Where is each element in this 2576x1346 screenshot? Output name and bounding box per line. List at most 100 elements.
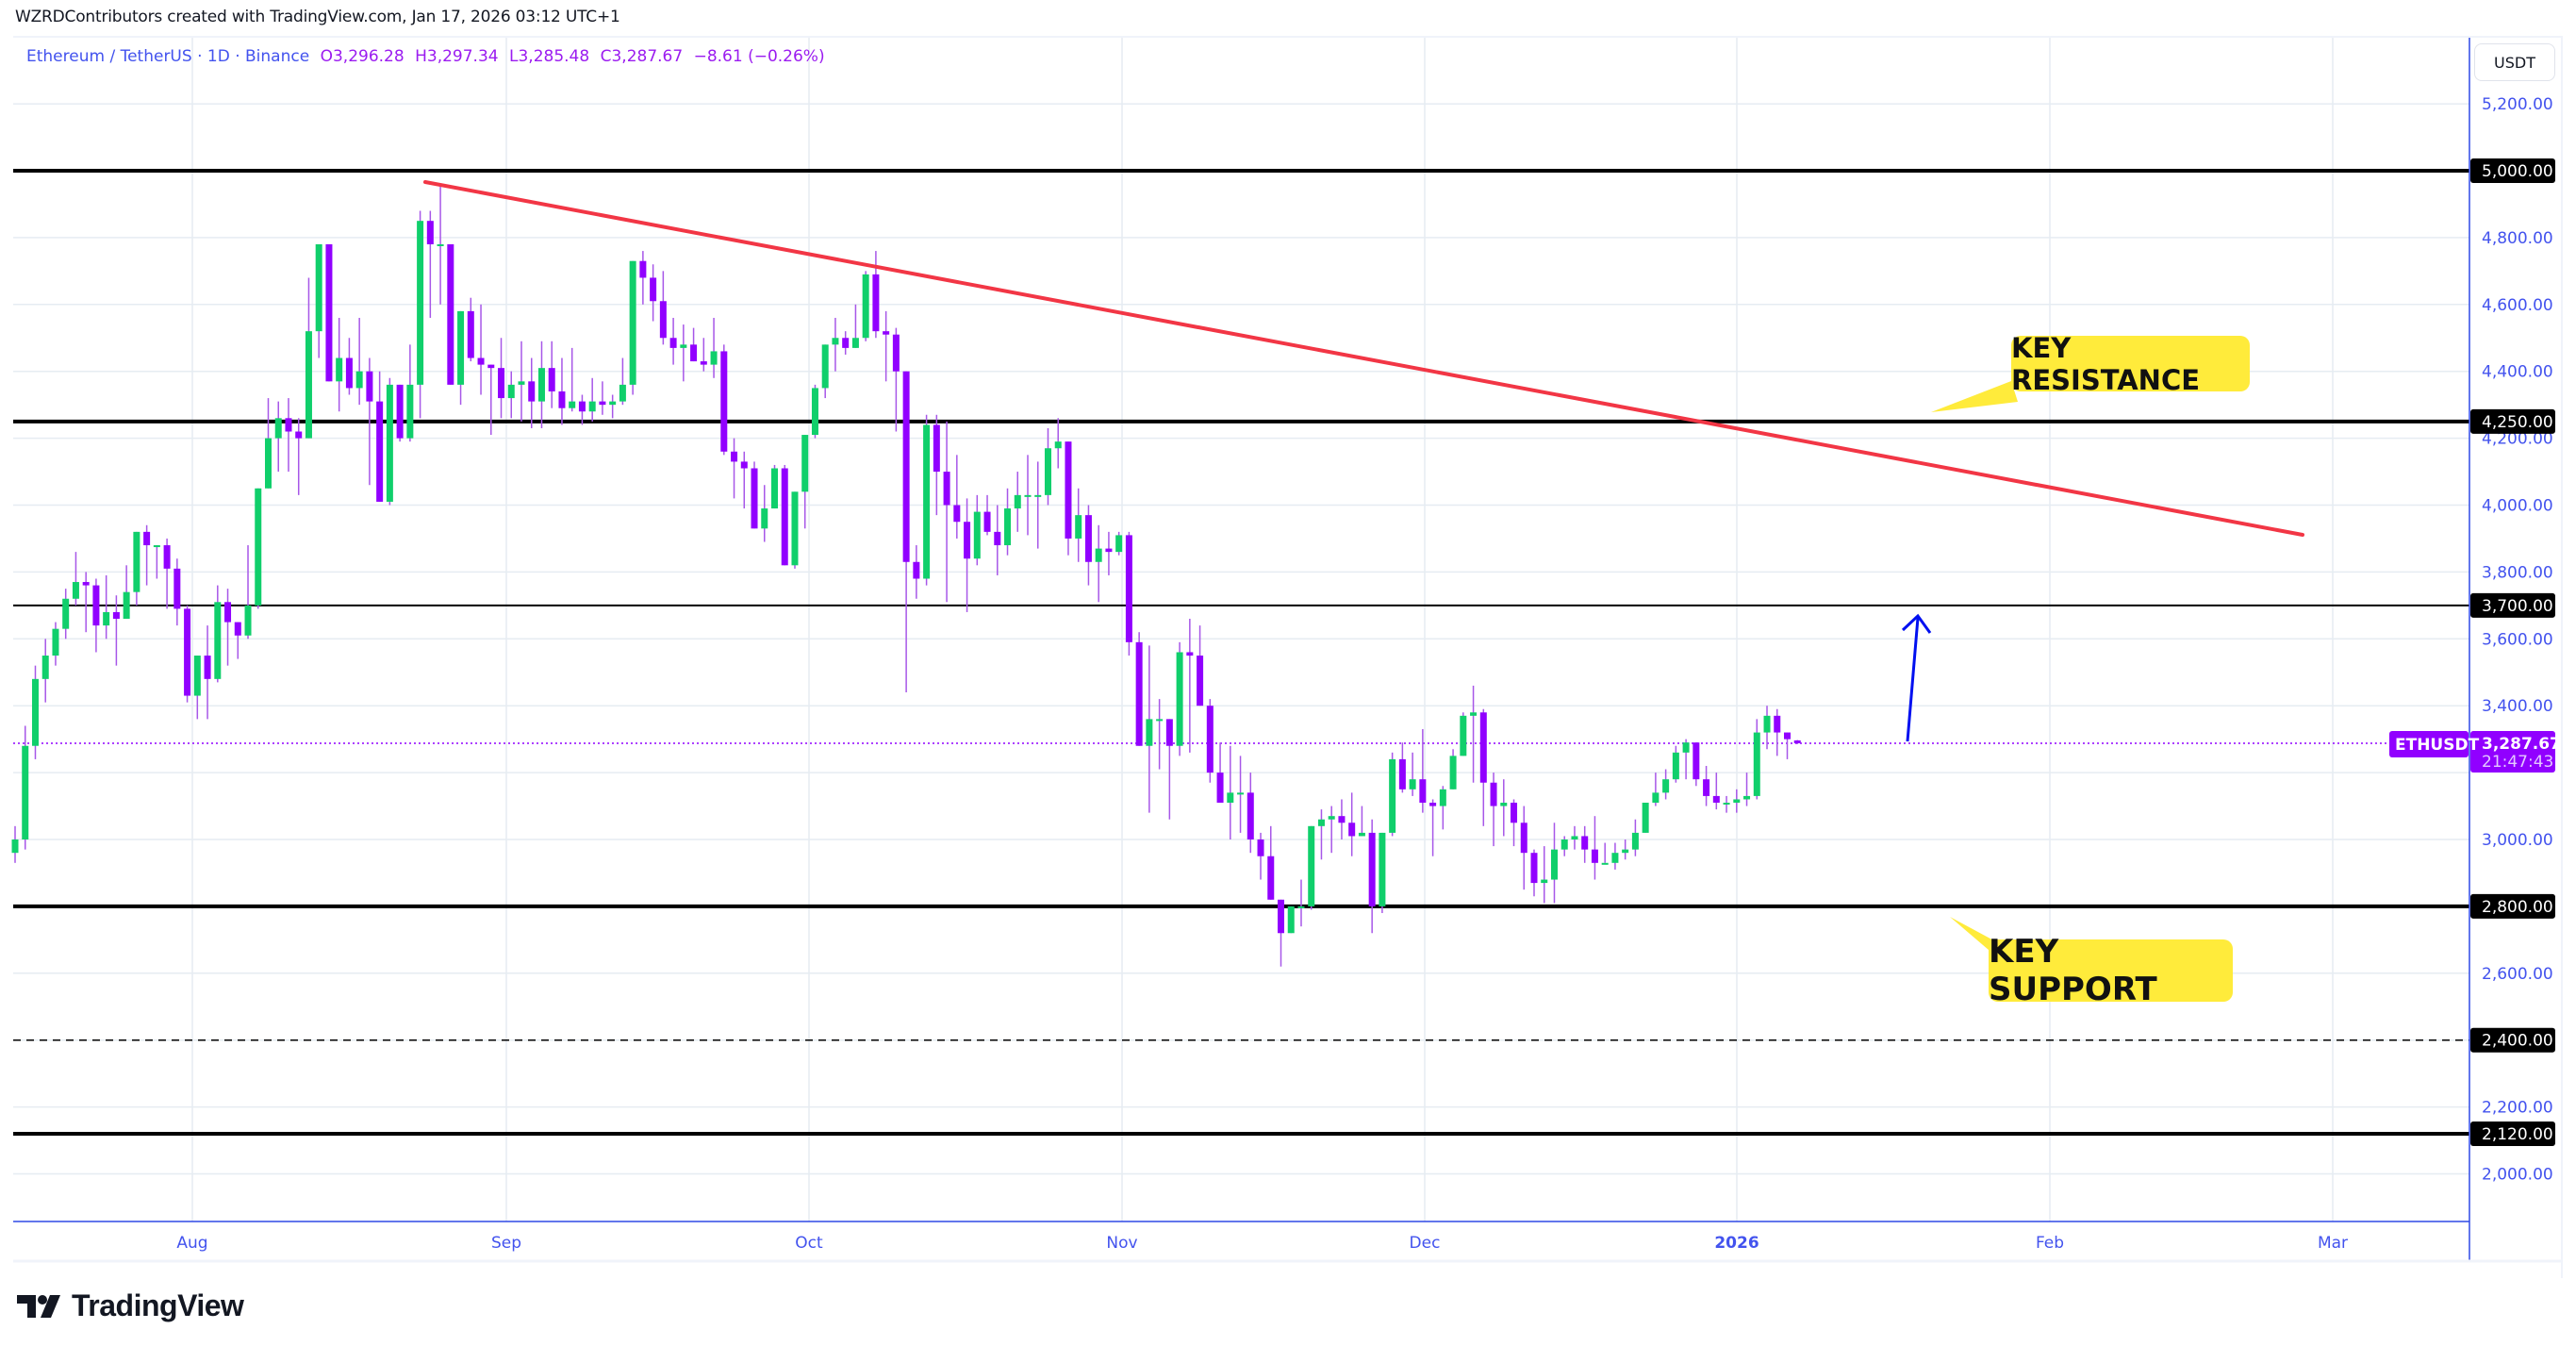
candle-up[interactable] — [1733, 799, 1741, 804]
candle-down[interactable] — [740, 461, 748, 469]
candle-up[interactable] — [11, 839, 19, 854]
candle-up[interactable] — [62, 598, 70, 629]
candle-up[interactable] — [1743, 795, 1751, 800]
candle-up[interactable] — [1642, 803, 1649, 833]
candle-up[interactable] — [153, 545, 160, 548]
candle-down[interactable] — [781, 468, 788, 566]
candle-down[interactable] — [1520, 823, 1527, 854]
candle-down[interactable] — [376, 401, 384, 502]
candle-up[interactable] — [569, 401, 576, 408]
candle-up[interactable] — [1409, 779, 1416, 789]
descending-trendline[interactable] — [423, 180, 2304, 537]
candle-up[interactable] — [1024, 494, 1032, 497]
candle-down[interactable] — [943, 472, 950, 506]
candle-down[interactable] — [1419, 779, 1427, 804]
candle-down[interactable] — [528, 381, 536, 402]
candle-down[interactable] — [295, 431, 303, 439]
candle-up[interactable] — [31, 678, 39, 746]
candle-up[interactable] — [1753, 732, 1760, 796]
legend-interval[interactable]: 1D — [206, 47, 230, 66]
candle-up[interactable] — [214, 602, 222, 679]
candle-up[interactable] — [386, 384, 393, 502]
candle-up[interactable] — [1611, 853, 1619, 863]
candle-up[interactable] — [193, 656, 201, 696]
candle-down[interactable] — [599, 401, 606, 406]
candle-down[interactable] — [1368, 832, 1376, 906]
candle-up[interactable] — [1449, 756, 1457, 789]
candle-down[interactable] — [396, 384, 404, 439]
candle-down[interactable] — [1105, 548, 1113, 553]
candle-down[interactable] — [1206, 706, 1214, 773]
candle-up[interactable] — [537, 368, 545, 402]
candle-down[interactable] — [1530, 853, 1538, 884]
candle-up[interactable] — [123, 591, 130, 620]
candle-up[interactable] — [771, 468, 778, 509]
candle-up[interactable] — [355, 371, 363, 389]
candle-up[interactable] — [52, 628, 59, 656]
candle-down[interactable] — [477, 357, 485, 365]
candle-up[interactable] — [1723, 803, 1730, 806]
symbol-tag[interactable] — [2389, 731, 2469, 758]
candle-up[interactable] — [791, 491, 799, 566]
candle-down[interactable] — [1065, 441, 1072, 539]
candle-up[interactable] — [588, 401, 596, 412]
candle-up[interactable] — [1470, 712, 1478, 716]
candle-down[interactable] — [1703, 779, 1710, 796]
candle-down[interactable] — [173, 568, 181, 609]
candle-down[interactable] — [1267, 856, 1275, 900]
candle-down[interactable] — [913, 561, 920, 579]
price-axis-panel[interactable] — [2469, 38, 2561, 1278]
candle-up[interactable] — [244, 605, 252, 636]
currency-unit-button[interactable]: USDT — [2474, 43, 2555, 81]
candle-up[interactable] — [1571, 836, 1578, 839]
candle-up[interactable] — [1460, 715, 1467, 756]
candle-up[interactable] — [923, 424, 931, 579]
candle-down[interactable] — [285, 418, 292, 432]
candle-up[interactable] — [1560, 839, 1568, 850]
candle-up[interactable] — [133, 531, 140, 592]
candle-down[interactable] — [1398, 758, 1406, 789]
candle-down[interactable] — [578, 401, 586, 412]
candle-up[interactable] — [1682, 742, 1690, 753]
candle-up[interactable] — [507, 384, 515, 399]
candle-up[interactable] — [1328, 816, 1335, 820]
candle-up[interactable] — [336, 357, 343, 382]
candle-down[interactable] — [731, 451, 738, 462]
candle-down[interactable] — [558, 391, 566, 408]
candle-down[interactable] — [82, 582, 90, 586]
key-resistance-callout[interactable]: KEY RESISTANCE — [2011, 332, 2250, 396]
candle-up[interactable] — [1317, 819, 1325, 826]
candle-up[interactable] — [1156, 719, 1164, 722]
candle-down[interactable] — [1429, 803, 1437, 806]
candle-up[interactable] — [1075, 515, 1082, 539]
candle-up[interactable] — [629, 260, 636, 385]
candle-up[interactable] — [1601, 862, 1609, 865]
candle-up[interactable] — [437, 243, 444, 246]
candle-down[interactable] — [1165, 719, 1173, 746]
candle-up[interactable] — [680, 344, 687, 348]
candle-up[interactable] — [832, 338, 839, 345]
candle-up[interactable] — [811, 388, 818, 436]
candle-up[interactable] — [406, 384, 414, 439]
candle-down[interactable] — [345, 357, 353, 389]
candle-down[interactable] — [700, 361, 707, 365]
candle-up[interactable] — [1034, 494, 1042, 497]
candle-up[interactable] — [609, 401, 617, 406]
candle-up[interactable] — [1044, 448, 1051, 495]
candle-down[interactable] — [447, 243, 454, 385]
candle-up[interactable] — [619, 384, 626, 402]
candle-down[interactable] — [994, 531, 1001, 546]
candle-down[interactable] — [1490, 782, 1497, 806]
candle-up[interactable] — [761, 508, 768, 529]
candle-down[interactable] — [751, 468, 758, 529]
candle-down[interactable] — [112, 611, 120, 620]
candle-up[interactable] — [1014, 494, 1021, 509]
projection-arrow-shaft[interactable] — [1906, 617, 1920, 742]
candle-down[interactable] — [933, 424, 940, 473]
candle-down[interactable] — [669, 338, 677, 348]
candle-up[interactable] — [821, 344, 829, 389]
candle-down[interactable] — [1784, 732, 1791, 739]
candle-down[interactable] — [1125, 535, 1132, 642]
tradingview-logo[interactable]: TradingView — [17, 1288, 244, 1323]
